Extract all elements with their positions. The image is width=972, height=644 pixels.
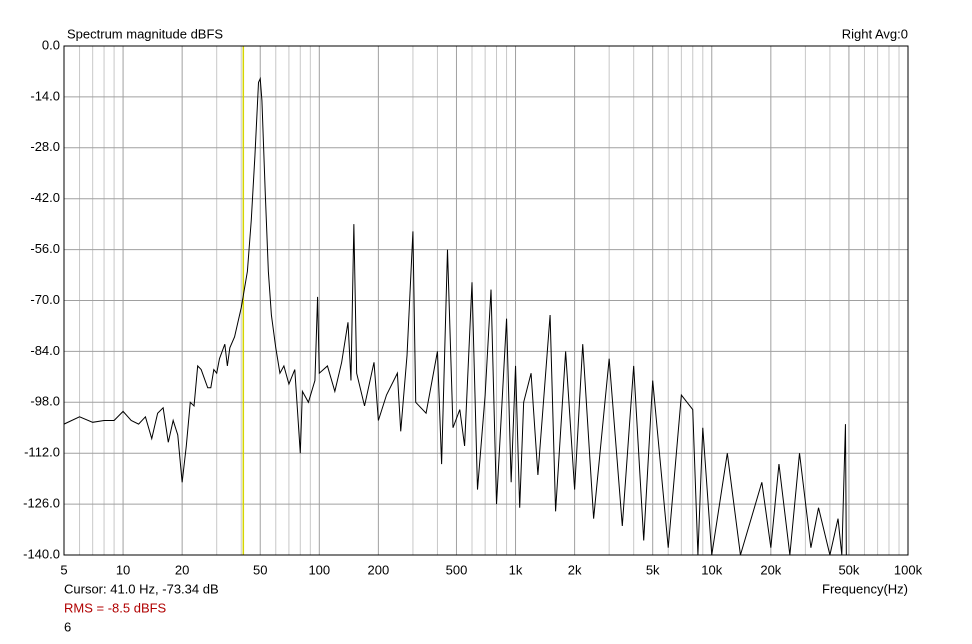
y-tick-label: -14.0 [30, 88, 60, 103]
axes: 5 10 20 50 100 200 500 1k 2k 5k 10k 20k 50k 100k 0.0 -1… [23, 37, 922, 577]
x-tick-label: 100 [308, 562, 330, 577]
rms-readout: RMS = -8.5 dBFS [64, 600, 167, 615]
y-tick-label: -98.0 [30, 394, 60, 409]
y-tick-label: -28.0 [30, 139, 60, 154]
x-tick-label: 2k [568, 562, 582, 577]
y-tick-label: -56.0 [30, 241, 60, 256]
cursor-readout: Cursor: 41.0 Hz, -73.34 dB [64, 581, 219, 596]
x-tick-label: 20 [175, 562, 189, 577]
y-tick-label: -42.0 [30, 190, 60, 205]
y-tick-label: -84.0 [30, 343, 60, 358]
y-tick-label: 0.0 [42, 37, 60, 52]
x-tick-label: 5 [60, 562, 67, 577]
y-tick-label: -126.0 [23, 496, 60, 511]
chart-title: Spectrum magnitude dBFS [67, 26, 223, 41]
plot [64, 46, 847, 555]
x-tick-label: 10k [701, 562, 722, 577]
x-tick-label: 1k [509, 562, 523, 577]
x-tick-label: 10 [116, 562, 130, 577]
x-tick-label: 200 [368, 562, 390, 577]
x-tick-label: 20k [760, 562, 781, 577]
x-tick-label: 5k [646, 562, 660, 577]
y-tick-label: -70.0 [30, 292, 60, 307]
footer-number: 6 [64, 619, 71, 634]
x-tick-label: 500 [446, 562, 468, 577]
x-tick-label: 100k [894, 562, 923, 577]
y-tick-label: -140.0 [23, 546, 60, 561]
channel-info: Right Avg:0 [842, 26, 908, 41]
x-axis-label: Frequency(Hz) [822, 581, 908, 596]
y-tick-label: -112.0 [24, 445, 60, 460]
spectrum-line [64, 76, 847, 555]
plot-border [63, 45, 909, 556]
x-tick-label: 50k [838, 562, 859, 577]
x-tick-label: 50 [253, 562, 267, 577]
